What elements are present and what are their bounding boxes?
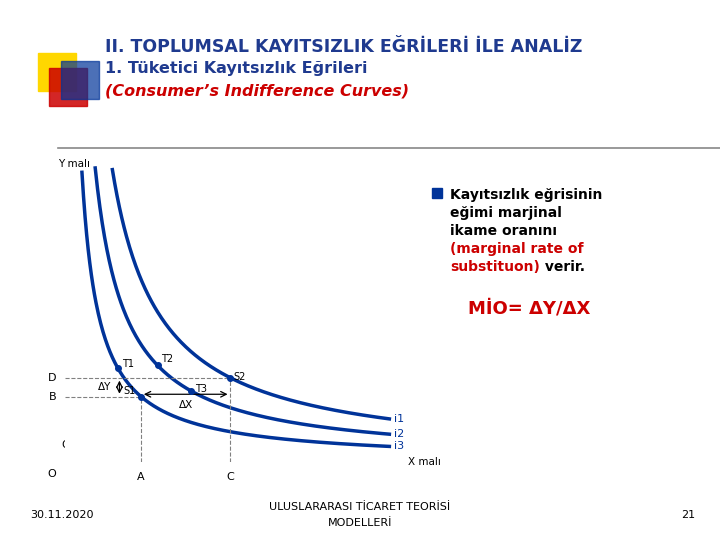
Text: C: C	[227, 472, 234, 482]
Text: Kayıtsızlık eğrisinin: Kayıtsızlık eğrisinin	[450, 188, 603, 202]
Text: ΔY: ΔY	[98, 382, 111, 392]
Text: eğimi marjinal: eğimi marjinal	[450, 206, 562, 220]
Text: i1: i1	[395, 414, 405, 424]
Text: II. TOPLUMSAL KAYITSIZLIK EĞRİLERİ İLE ANALİZ: II. TOPLUMSAL KAYITSIZLIK EĞRİLERİ İLE A…	[105, 38, 582, 56]
Text: (marginal rate of: (marginal rate of	[450, 242, 583, 256]
Text: X malı: X malı	[408, 457, 441, 467]
Text: T1: T1	[122, 359, 134, 368]
Bar	[50, 68, 87, 106]
Text: (Consumer’s Indifference Curves): (Consumer’s Indifference Curves)	[105, 83, 409, 98]
Bar	[432, 188, 442, 198]
Text: MODELLERİ: MODELLERİ	[328, 518, 392, 528]
Text: O: O	[48, 469, 56, 479]
Text: B: B	[49, 392, 56, 402]
Text: A: A	[138, 472, 145, 482]
Bar	[38, 53, 76, 91]
Text: verir.: verir.	[540, 260, 585, 274]
Text: 1. Tüketici Kayıtsızlık Eğrileri: 1. Tüketici Kayıtsızlık Eğrileri	[105, 61, 367, 76]
Text: Grafik 7: Tüketici Kayıtsızlık Eğrileri: Grafik 7: Tüketici Kayıtsızlık Eğrileri	[62, 440, 246, 450]
Text: MİO= ΔY/ΔX: MİO= ΔY/ΔX	[468, 300, 590, 318]
Text: i2: i2	[395, 429, 405, 439]
Text: ΔX: ΔX	[179, 400, 193, 410]
Bar	[60, 60, 99, 99]
Text: S1: S1	[124, 386, 136, 396]
Text: D: D	[48, 373, 56, 383]
Text: 21: 21	[681, 510, 695, 520]
Text: i3: i3	[395, 441, 405, 451]
Text: T3: T3	[194, 384, 207, 394]
Text: 30.11.2020: 30.11.2020	[30, 510, 94, 520]
Text: substituon): substituon)	[450, 260, 540, 274]
Text: ULUSLARARASI TİCARET TEORİSİ: ULUSLARARASI TİCARET TEORİSİ	[269, 502, 451, 512]
Text: S2: S2	[234, 372, 246, 382]
Text: T2: T2	[161, 354, 174, 364]
Text: ikame oranını: ikame oranını	[450, 224, 557, 238]
Text: Y malı: Y malı	[58, 159, 90, 169]
